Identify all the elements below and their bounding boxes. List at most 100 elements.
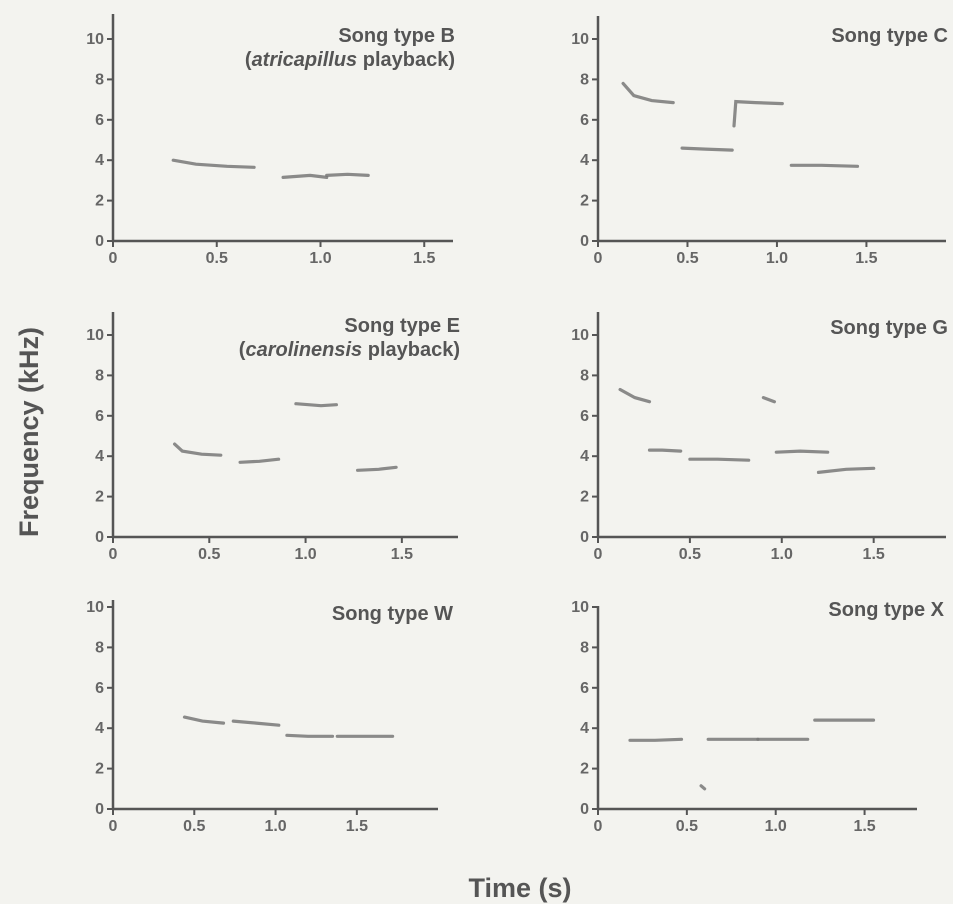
song-note-trace — [231, 719, 281, 727]
y-tick-label: 8 — [580, 367, 589, 384]
song-note-trace — [699, 784, 707, 791]
x-tick-label: 1.5 — [413, 250, 435, 267]
y-tick-label: 6 — [95, 112, 104, 129]
song-note-trace — [173, 442, 223, 457]
x-tick-label: 1.5 — [863, 546, 885, 563]
panel-title-segment: ( — [245, 49, 252, 71]
y-tick-label: 6 — [95, 408, 104, 425]
spectrogram-panel: 0 2 4 6 8 10 0 0.5 1.0 1.5 Song type G — [571, 312, 948, 563]
y-tick-label: 10 — [86, 599, 104, 616]
panel-title-segment: Song type C — [831, 25, 948, 47]
y-tick-label: 2 — [580, 193, 589, 210]
x-tick-label: 1.0 — [294, 546, 316, 563]
song-note-trace — [732, 99, 784, 128]
y-tick-label: 10 — [86, 327, 104, 344]
x-tick-label: 1.0 — [771, 546, 793, 563]
panel-title-segment: carolinensis — [245, 339, 362, 361]
panel-title-segment: playback) — [357, 49, 455, 71]
song-note-trace — [356, 465, 398, 472]
panel-title: Song type G — [830, 317, 948, 339]
y-tick-label: 10 — [571, 31, 589, 48]
x-tick-label: 0 — [594, 818, 603, 835]
x-tick-label: 0 — [109, 546, 118, 563]
x-tick-label: 1.5 — [391, 546, 413, 563]
y-tick-label: 4 — [580, 720, 589, 737]
song-note-trace — [325, 172, 370, 177]
panel-title-segment: atricapillus — [252, 49, 358, 71]
panel-title-segment: Song type X — [828, 599, 944, 621]
song-note-trace — [294, 402, 338, 408]
y-tick-label: 8 — [95, 71, 104, 88]
spectrogram-panel: 0 2 4 6 8 10 0 0.5 1.0 1.5 Song type X — [571, 599, 944, 835]
x-axis-label: Time (s) — [468, 873, 571, 903]
x-tick-label: 1.5 — [346, 818, 368, 835]
x-tick-label: 1.0 — [264, 818, 286, 835]
x-tick-label: 0.5 — [676, 818, 698, 835]
song-note-trace — [789, 163, 860, 168]
spectrogram-panel: 0 2 4 6 8 10 0 0.5 1.0 1.5 Song type W — [86, 599, 453, 835]
panel-title: (atricapillus playback) — [245, 49, 455, 71]
y-tick-label: 0 — [580, 529, 589, 546]
y-tick-label: 2 — [95, 193, 104, 210]
panel-title: Song type X — [828, 599, 944, 621]
y-tick-label: 0 — [580, 233, 589, 250]
y-tick-label: 10 — [571, 599, 589, 616]
song-note-trace — [171, 158, 256, 169]
y-tick-label: 4 — [580, 152, 589, 169]
y-tick-label: 8 — [95, 639, 104, 656]
x-tick-label: 0 — [109, 250, 118, 267]
y-tick-label: 2 — [95, 489, 104, 506]
y-axis-label: Frequency (kHz) — [14, 327, 44, 537]
song-note-trace — [285, 733, 335, 738]
y-tick-label: 4 — [95, 720, 104, 737]
x-tick-label: 1.5 — [855, 250, 877, 267]
y-tick-label: 8 — [580, 71, 589, 88]
x-tick-label: 0.5 — [198, 546, 220, 563]
song-note-trace — [618, 387, 652, 404]
y-tick-label: 8 — [95, 367, 104, 384]
panel-title-segment: Song type G — [830, 317, 948, 339]
x-tick-label: 0 — [109, 818, 118, 835]
x-tick-label: 0.5 — [183, 818, 205, 835]
y-tick-label: 8 — [580, 639, 589, 656]
x-tick-label: 0 — [594, 546, 603, 563]
y-tick-label: 6 — [580, 112, 589, 129]
x-tick-label: 0.5 — [679, 546, 701, 563]
y-tick-label: 2 — [580, 761, 589, 778]
song-note-trace — [182, 715, 226, 725]
panel-title-segment: Song type W — [332, 603, 453, 625]
song-note-trace — [761, 396, 776, 404]
y-tick-label: 0 — [95, 233, 104, 250]
x-tick-label: 0 — [594, 250, 603, 267]
panel-title-segment: playback) — [362, 339, 460, 361]
panel-title-segment: ( — [239, 339, 246, 361]
y-tick-label: 2 — [95, 761, 104, 778]
y-tick-label: 4 — [95, 448, 104, 465]
song-note-trace — [816, 466, 876, 474]
panel-title: Song type W — [332, 603, 453, 625]
panel-title-segment: Song type E — [344, 315, 460, 337]
spectrogram-panel: 0 2 4 6 8 10 0 0.5 1.0 1.5 Song type C — [571, 16, 948, 267]
x-tick-label: 0.5 — [676, 250, 698, 267]
song-note-trace — [688, 457, 751, 462]
panel-title: Song type E — [344, 315, 460, 337]
panel-title: Song type C — [831, 25, 948, 47]
y-tick-label: 6 — [95, 680, 104, 697]
song-note-trace — [647, 448, 683, 453]
panel-title-segment: Song type B — [338, 25, 455, 47]
y-tick-label: 6 — [580, 408, 589, 425]
x-tick-label: 1.0 — [309, 250, 331, 267]
y-tick-label: 6 — [580, 680, 589, 697]
y-tick-label: 0 — [95, 801, 104, 818]
y-tick-label: 4 — [580, 448, 589, 465]
y-tick-label: 10 — [86, 31, 104, 48]
y-tick-label: 10 — [571, 327, 589, 344]
song-note-trace — [680, 146, 734, 152]
panel-title: Song type B — [338, 25, 455, 47]
x-tick-label: 1.5 — [853, 818, 875, 835]
song-note-trace — [238, 457, 281, 464]
